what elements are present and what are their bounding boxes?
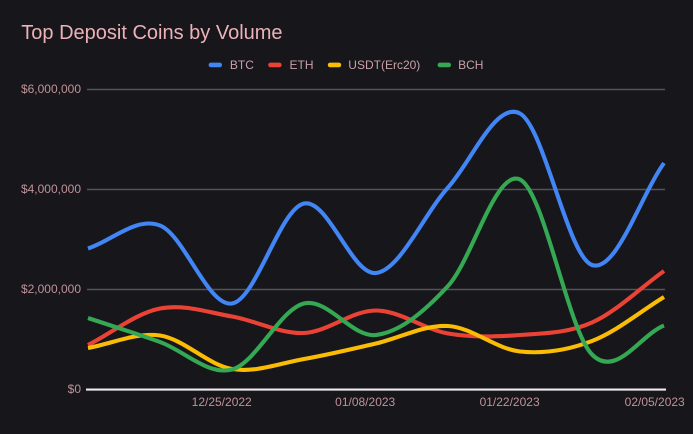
svg-text:$0: $0 [68,382,82,396]
svg-text:Top Deposit Coins by Volume: Top Deposit Coins by Volume [21,22,282,44]
svg-text:01/22/2023: 01/22/2023 [480,395,540,409]
svg-text:$6,000,000: $6,000,000 [21,82,81,96]
svg-text:BCH: BCH [458,58,483,72]
svg-text:$2,000,000: $2,000,000 [21,282,81,296]
svg-text:12/25/2022: 12/25/2022 [192,395,252,409]
svg-text:01/08/2023: 01/08/2023 [335,395,395,409]
svg-text:ETH: ETH [290,58,314,72]
svg-text:$4,000,000: $4,000,000 [21,182,81,196]
svg-text:BTC: BTC [230,58,254,72]
svg-text:02/05/2023: 02/05/2023 [625,395,685,409]
svg-text:USDT(Erc20): USDT(Erc20) [348,58,420,72]
